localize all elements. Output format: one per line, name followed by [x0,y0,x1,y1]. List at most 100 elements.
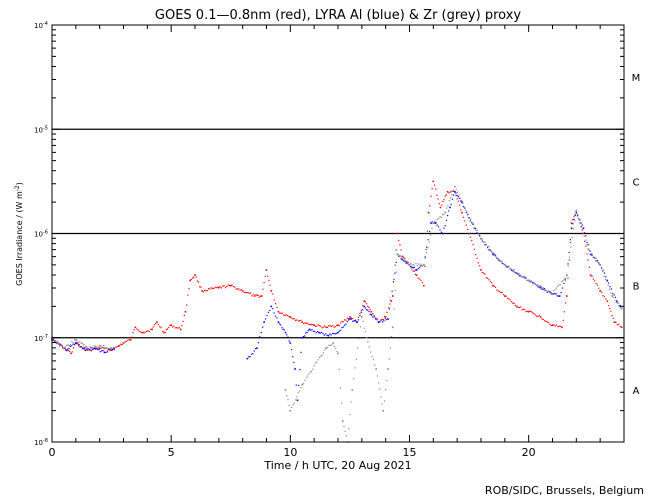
data-point [387,307,390,309]
data-point [105,347,107,349]
data-point [345,319,347,321]
data-point [369,313,371,315]
data-point [505,295,507,297]
data-point [557,285,559,288]
data-point [317,324,319,326]
data-point [600,267,603,269]
data-point [362,309,364,311]
data-point [313,365,315,367]
data-point [431,221,433,223]
data-point [226,285,228,288]
data-point [620,307,623,310]
data-point [87,349,89,351]
data-point [67,344,69,346]
data-point [411,264,413,266]
data-point [344,324,346,326]
data-point [446,191,449,193]
data-point [619,325,621,328]
data-point [584,232,586,234]
data-point [262,326,264,328]
data-point [330,334,332,336]
data-point [215,287,217,289]
data-point [287,336,289,338]
data-point [458,197,461,200]
data-point [494,286,497,289]
data-point [224,287,227,289]
data-point [274,315,277,317]
data-point [301,383,304,386]
data-point [315,332,317,334]
data-point [143,332,145,334]
data-point [267,311,270,313]
data-point [546,290,548,293]
data-point [368,306,370,309]
data-point [235,288,237,290]
data-point [424,265,426,267]
data-point [293,402,295,404]
data-point [52,337,54,340]
data-point [336,350,338,353]
data-point [263,321,265,323]
data-point [314,325,317,327]
data-point [392,281,395,283]
data-point [115,346,117,348]
data-point [411,266,413,268]
y-tick-base: 10 [34,439,43,447]
data-point [549,291,551,293]
data-point [508,298,510,300]
data-point [117,345,120,347]
data-point [444,225,446,227]
data-point [322,326,325,328]
data-point [570,227,573,230]
data-point [296,396,298,398]
data-point [596,261,599,263]
data-point [437,226,440,228]
data-point [330,325,332,327]
data-point [211,287,214,289]
data-point [550,292,552,294]
data-point [121,343,123,346]
data-point [462,202,464,205]
data-point [539,286,542,289]
data-point [295,319,297,321]
data-point [205,290,207,292]
data-point [436,218,438,220]
data-point [314,330,316,332]
data-point [606,300,609,303]
data-point [352,320,354,322]
data-point [246,357,249,360]
data-point [402,256,405,258]
data-point [594,280,596,282]
data-point [537,286,539,288]
data-point [265,269,268,271]
data-point [363,305,366,308]
data-point [308,323,310,325]
data-point [64,348,66,350]
data-point [607,284,609,286]
data-point [479,265,481,267]
data-point [248,292,250,294]
data-point [490,250,493,252]
data-point [91,346,93,348]
data-point [71,345,73,347]
data-point [585,235,587,237]
data-point [134,326,137,329]
data-point [392,295,394,297]
data-point [82,348,84,350]
data-point [146,330,148,333]
data-point [65,344,68,346]
data-point [71,351,73,353]
data-point [414,269,417,271]
data-point [570,222,573,224]
data-point [350,317,352,319]
data-point [201,290,203,292]
data-point [575,209,578,212]
data-point [513,269,515,271]
data-point [475,254,477,256]
data-point [323,334,325,336]
data-point [598,287,600,289]
data-point [324,325,326,327]
data-point [554,292,556,295]
data-point [69,345,71,348]
